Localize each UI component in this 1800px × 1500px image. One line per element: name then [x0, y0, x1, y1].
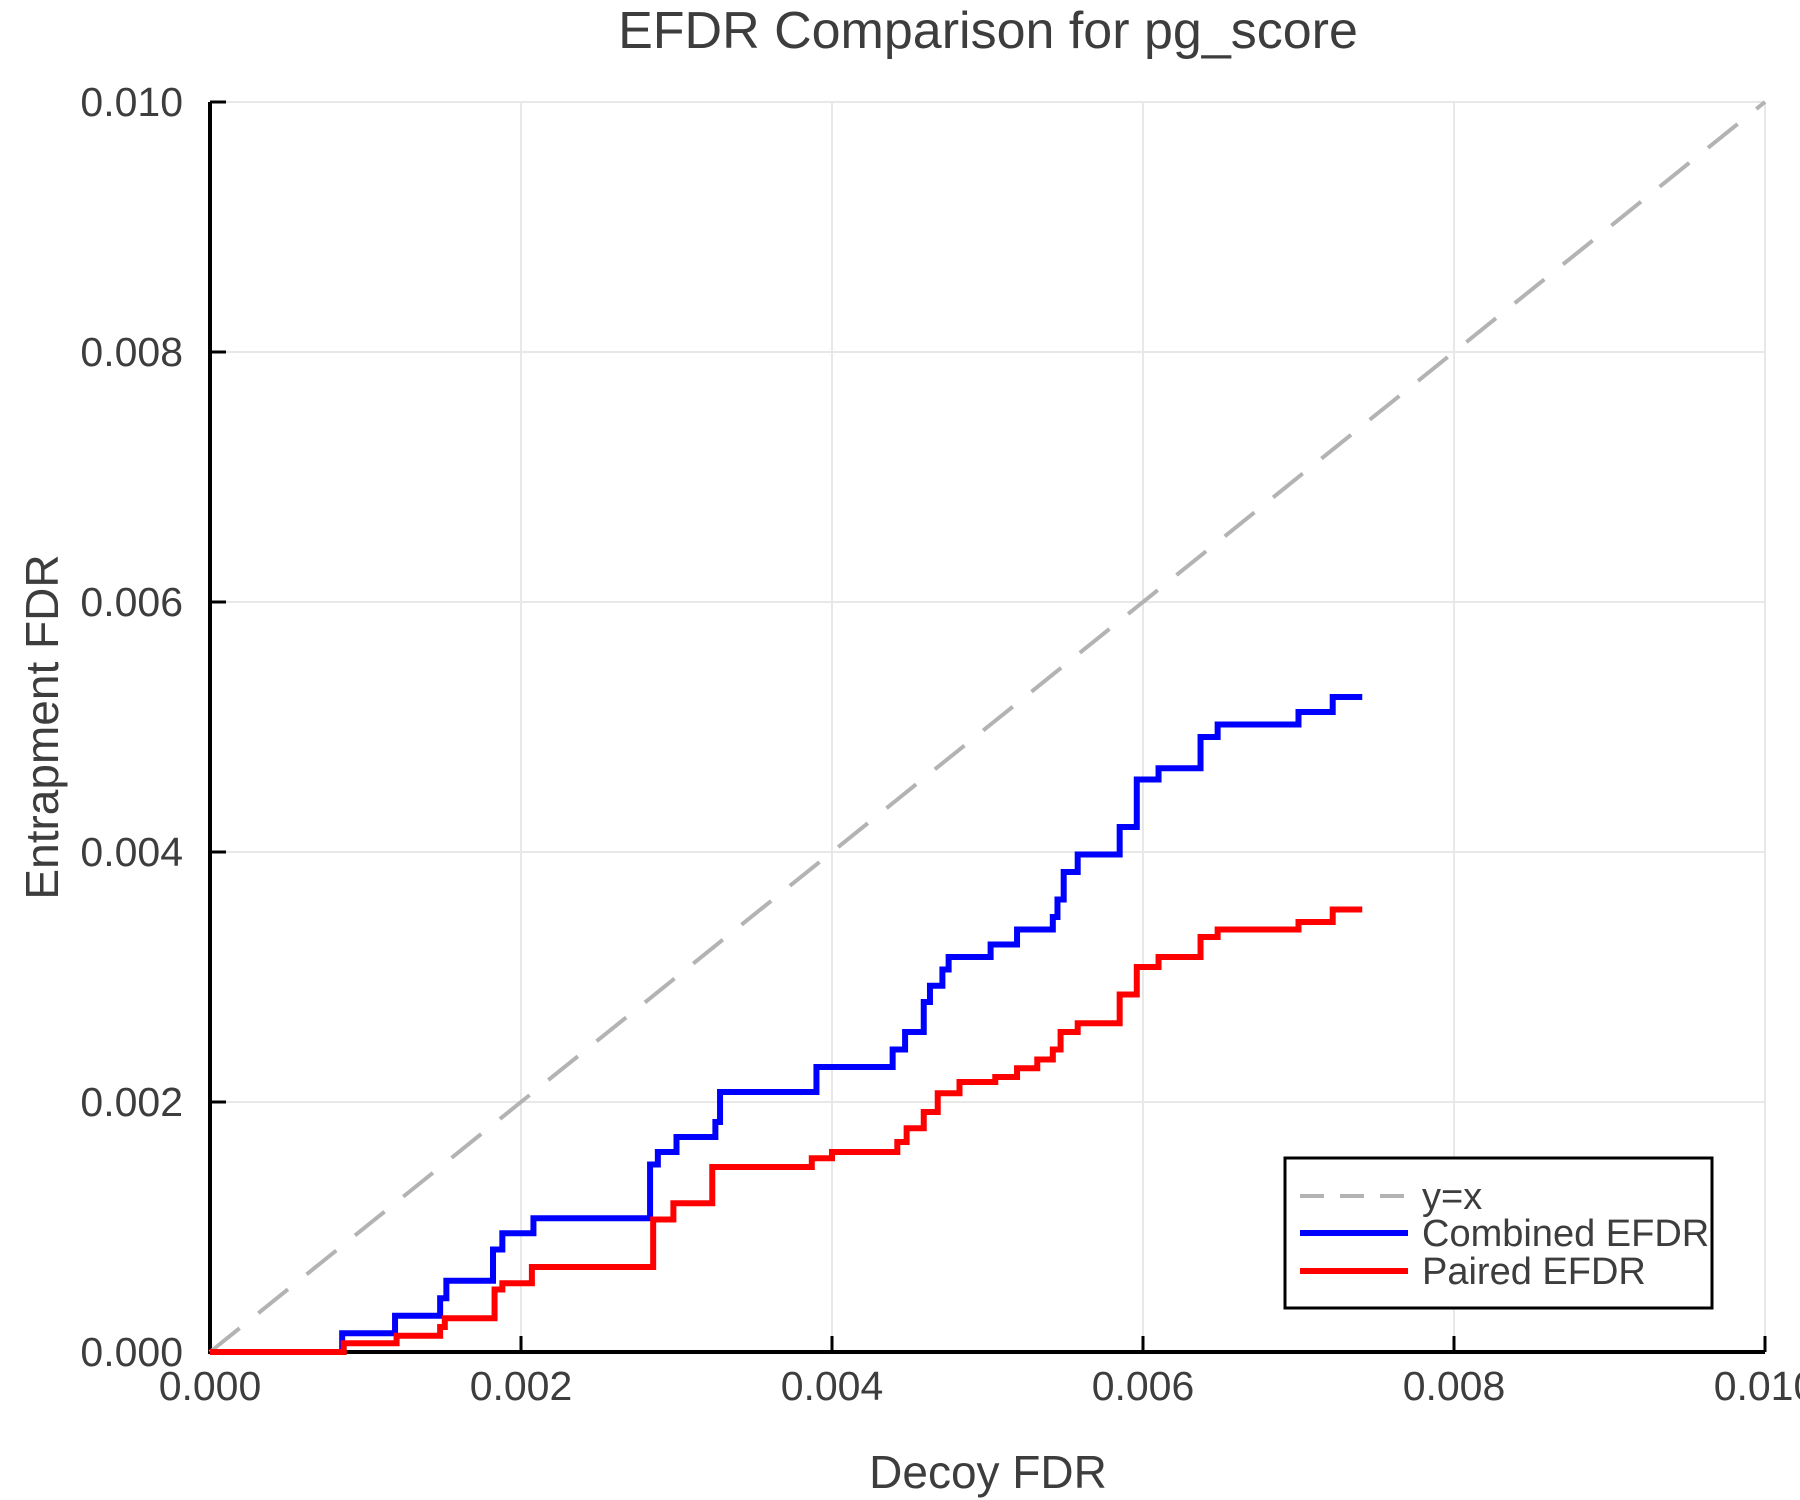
legend-label-identity: y=x — [1422, 1176, 1482, 1218]
y-tick-label: 0.002 — [80, 1079, 183, 1125]
x-axis-label: Decoy FDR — [869, 1446, 1107, 1498]
chart-title: EFDR Comparison for pg_score — [618, 2, 1358, 60]
y-tick-label: 0.000 — [80, 1329, 183, 1375]
tick-labels: 0.000 0.002 0.004 0.006 0.008 0.010 0.000 0.002… — [80, 79, 1800, 1409]
y-tick-label: 0.006 — [80, 579, 183, 625]
x-tick-label: 0.008 — [1403, 1363, 1506, 1409]
series-y-x — [208, 100, 1767, 1354]
x-tick-label: 0.010 — [1714, 1363, 1800, 1409]
y-tick-label: 0.004 — [80, 829, 183, 875]
y-tick-label: 0.008 — [80, 329, 183, 375]
series-combined-efdr — [210, 694, 1363, 1355]
legend-label-combined: Combined EFDR — [1422, 1213, 1709, 1255]
x-tick-label: 0.006 — [1092, 1363, 1195, 1409]
legend: y=x Combined EFDR Paired EFDR — [1283, 1156, 1714, 1310]
x-tick-label: 0.004 — [781, 1363, 884, 1409]
data-series — [208, 100, 1767, 1355]
axes — [208, 100, 1767, 1354]
y-tick-label: 0.010 — [80, 79, 183, 125]
y-axis-label: Entrapment FDR — [16, 554, 68, 899]
x-tick-label: 0.000 — [159, 1363, 262, 1409]
legend-label-paired: Paired EFDR — [1422, 1251, 1646, 1293]
series-paired-efdr — [210, 906, 1363, 1355]
x-tick-label: 0.002 — [470, 1363, 573, 1409]
